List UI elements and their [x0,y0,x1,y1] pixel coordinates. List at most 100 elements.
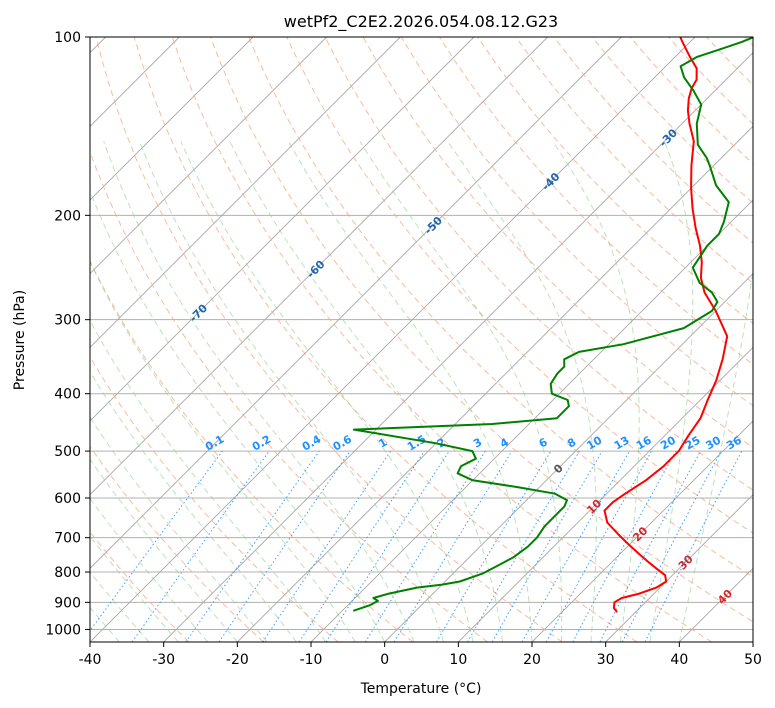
mixing-ratio-line [185,450,320,642]
dry-adiabat-line [744,37,753,47]
moist-adiabat-line [90,458,238,642]
isotherm-label: -70 [187,301,210,324]
y-tick-label: 900 [54,595,81,611]
mixing-ratio-label: 10 [585,433,605,452]
moist-adiabat-line [180,141,474,642]
x-tick-label: 0 [380,652,389,668]
moist-adiabat-line [90,260,356,642]
isotherm-label: 30 [676,552,696,572]
isotherm-line [90,37,475,422]
y-tick-label: 400 [54,387,81,403]
isotherm-label: -60 [304,258,327,281]
x-tick-label: -30 [152,652,175,668]
x-tick-label: 40 [670,652,688,668]
moist-adiabat-line [90,416,268,642]
moist-adiabat-line [90,535,179,642]
isotherm-line [90,37,548,496]
moist-adiabat-line [90,189,386,642]
mixing-ratio-line [325,450,450,642]
mixing-ratio-line [364,450,486,642]
mixing-ratio-label: 0.4 [300,432,324,453]
x-tick-label: 20 [523,652,541,668]
mixing-ratio-line [572,450,677,642]
mixing-ratio-label: 30 [703,433,723,452]
sounding-profiles [352,37,753,613]
dry-adiabat-line [706,37,753,86]
dry-adiabat-line [591,37,753,204]
isotherm-line [531,420,753,642]
isotherm-line [90,37,401,348]
dry-adiabat-line [95,37,563,642]
isotherm-line [90,37,696,642]
isotherm-label: -30 [657,126,680,149]
mixing-ratio-label: 3 [471,436,484,451]
moist-adiabat-line [229,141,503,642]
mixing-ratio-line [262,450,392,642]
mixing-ratio-label: 25 [683,434,703,453]
moist-adiabat-line [678,265,753,642]
isotherm-line [310,199,753,642]
isotherm-line [384,273,753,642]
mixing-ratio-label: 8 [565,436,578,451]
mixing-ratio-label: 36 [724,433,744,452]
moist-adiabat-line [90,497,209,642]
chart-title: wetPf2_C2E2.2026.054.08.12.G23 [284,12,558,32]
dry-adiabat-line [90,445,264,642]
isotherm-label: 10 [584,497,604,517]
moist-adiabat-line [103,141,415,642]
y-tick-label: 100 [54,30,81,46]
x-tick-label: -10 [300,652,323,668]
mixing-ratio-line [298,450,425,642]
y-tick-label: 200 [54,208,81,224]
axis-ticks: -40 -30 -20 -10 0 10 20 30 40 5010009008007006005… [45,30,762,668]
moist-adiabat-line [90,319,327,642]
dry-adiabat-line [133,37,638,642]
moist-adiabat-line [649,141,694,642]
dry-adiabat-line [324,37,753,491]
mixing-ratio-line [467,450,580,642]
isotherm-line [752,641,753,642]
mixing-ratio-label: 13 [612,434,632,453]
mixing-ratio-label: 20 [658,433,678,452]
moist-adiabat-line [90,370,297,642]
y-tick-label: 300 [54,313,81,329]
mixing-ratio-label: 0.2 [250,433,273,454]
y-tick-label: 600 [54,491,81,507]
x-tick-label: 30 [597,652,615,668]
isotherm-line [90,37,327,275]
isotherm-line [90,37,254,201]
mixing-ratio-label: 6 [537,435,550,450]
y-tick-label: 500 [54,444,81,460]
mixing-ratio-line [393,450,513,642]
y-tick-label: 1000 [45,622,81,638]
moist-adiabat-line [552,141,640,642]
moist-adiabat-line [288,141,533,642]
dry-adiabat-line [210,37,753,623]
temperature-line [603,37,729,613]
moist-adiabat-line [90,571,150,642]
x-axis-label: Temperature (°C) [360,681,482,697]
mixing-ratio-line [90,450,223,632]
mixing-ratio-line [521,450,630,642]
isotherm-label: 0 [551,461,566,476]
x-tick-label: -20 [226,652,249,668]
dry-adiabat-line [90,356,339,642]
mixing-ratio-label: 1 [376,436,389,451]
moist-adiabat-line [447,141,597,642]
x-tick-label: 50 [744,652,762,668]
moist-adiabat-line [359,141,563,642]
isotherm-line [237,125,753,642]
isotherm-label: 40 [715,587,735,607]
mixing-ratio-label: 1.5 [405,433,428,454]
isotherm-line [163,52,753,642]
mixing-ratio-line [644,450,743,642]
isotherm-line [605,494,753,642]
mixing-ratio-line [218,450,351,642]
dry-adiabat-line [286,37,753,534]
mixing-ratio-label: 4 [498,435,511,450]
dry-adiabat-line [248,37,753,578]
y-tick-label: 700 [54,531,81,547]
dewpoint-line [352,37,753,612]
dry-adiabat-line [668,37,753,125]
